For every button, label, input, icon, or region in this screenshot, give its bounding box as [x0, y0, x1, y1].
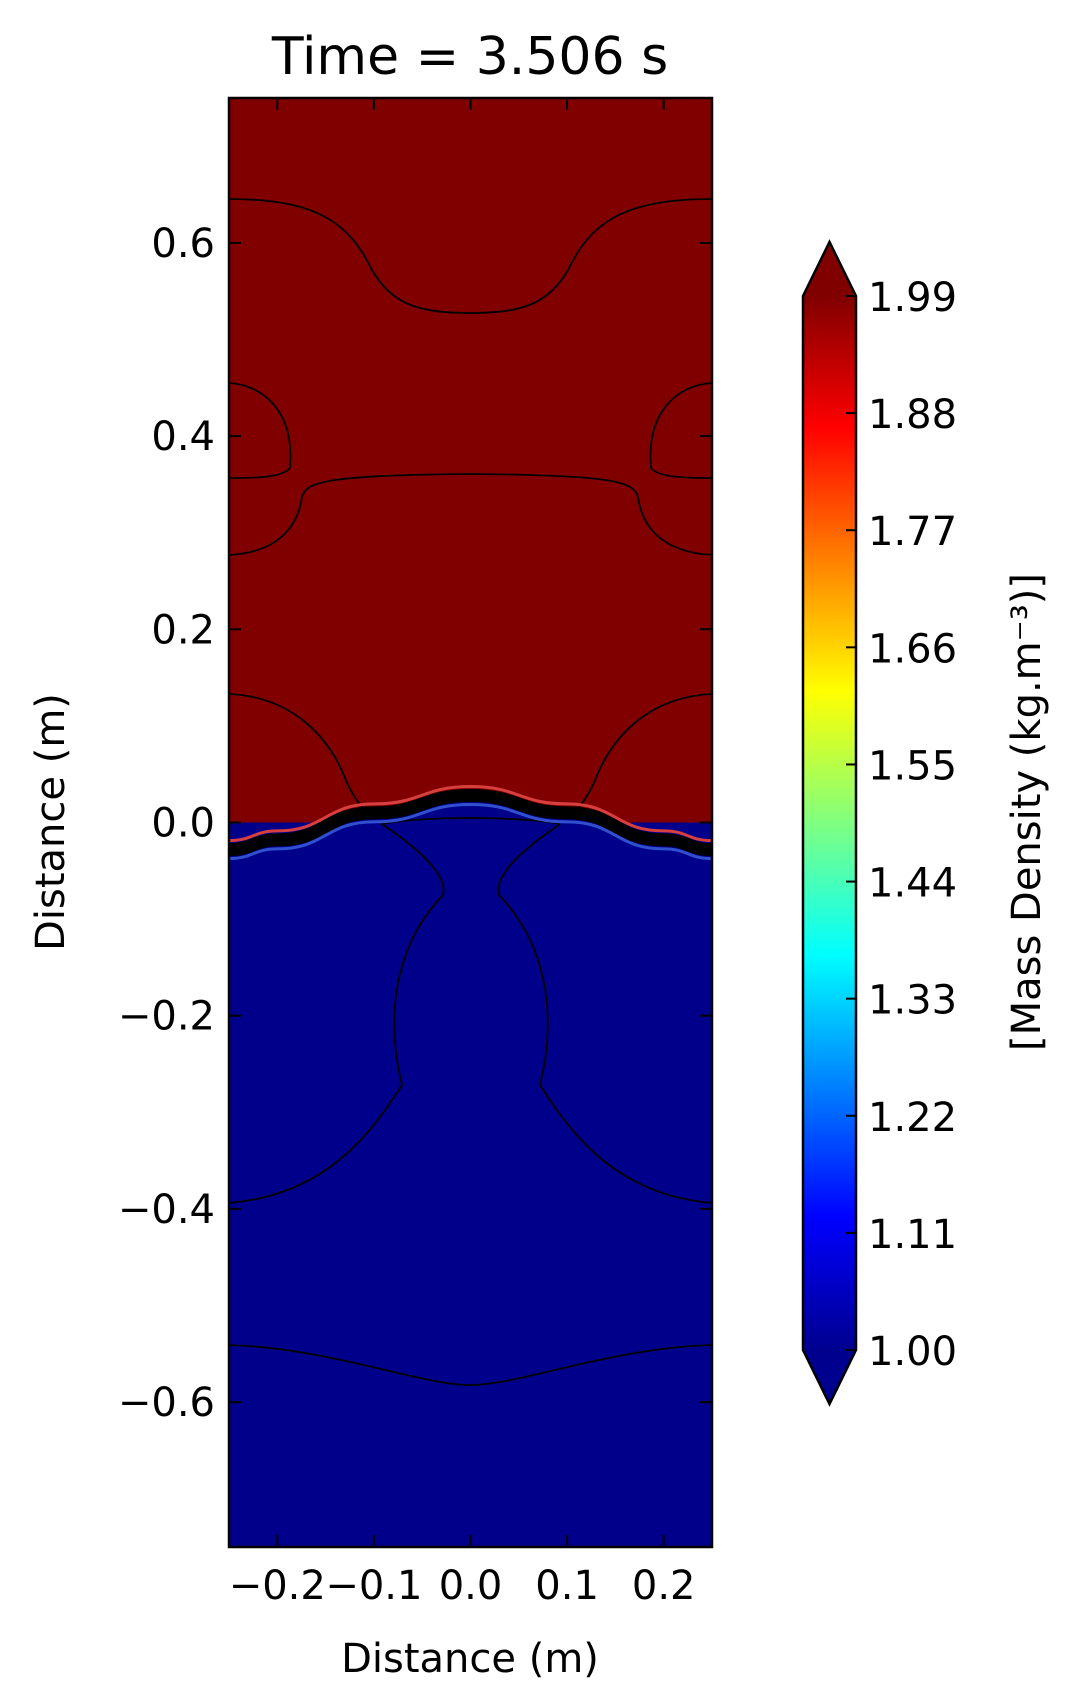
x-tick-label: −0.1	[325, 1563, 422, 1609]
y-tick-label: 0.2	[151, 607, 215, 653]
colorbar-tick-label: 1.88	[868, 392, 957, 438]
x-tick-label: −0.2	[229, 1563, 326, 1609]
colorbar-max-extension	[803, 242, 856, 296]
y-tick-label: −0.2	[118, 994, 215, 1040]
colorbar-scale	[803, 296, 856, 1350]
y-tick-label: −0.4	[118, 1187, 215, 1233]
colorbar-min-extension	[803, 1350, 856, 1404]
colorbar-tick-label: 1.55	[868, 743, 957, 789]
interface-line	[229, 788, 712, 857]
y-tick-label: 0.4	[151, 414, 215, 460]
colorbar-tick-label: 1.00	[868, 1329, 957, 1375]
interface-upper-edge	[229, 784, 712, 843]
interface-lower-edge	[229, 802, 712, 861]
x-tick-label: 0.0	[439, 1563, 503, 1609]
y-axis-label: Distance (m)	[28, 693, 74, 951]
colorbar-tick-label: 1.44	[868, 861, 957, 907]
x-axis: −0.2 −0.1 0.0 0.1 0.2	[229, 98, 696, 1609]
contour-lines	[229, 198, 712, 1386]
chart-title: Time = 3.506 s	[271, 27, 668, 87]
x-tick-label: 0.2	[632, 1563, 696, 1609]
colorbar-tick-label: 1.33	[868, 978, 957, 1024]
colorbar-ticks: 1.99 1.88 1.77 1.66 1.55 1.44 1.33 1.22 1.11 1.00	[846, 275, 957, 1375]
colorbar-label: [Mass Density (kg.m⁻³)]	[1004, 573, 1050, 1051]
y-tick-label: 0.0	[151, 801, 215, 847]
lower-fluid-region	[229, 822, 712, 1547]
y-tick-label: 0.6	[151, 221, 215, 267]
density-field	[229, 98, 712, 1547]
colorbar: 1.99 1.88 1.77 1.66 1.55 1.44 1.33 1.22 1.11 1.00	[801, 239, 957, 1407]
x-tick-label: 0.1	[535, 1563, 599, 1609]
y-tick-label: −0.6	[118, 1380, 215, 1426]
colorbar-tick-label: 1.66	[868, 626, 957, 672]
colorbar-tick-label: 1.22	[868, 1095, 957, 1141]
y-axis: 0.6 0.4 0.2 0.0 −0.2 −0.4 −0.6	[118, 221, 712, 1426]
x-axis-label: Distance (m)	[341, 1636, 599, 1682]
colorbar-tick-label: 1.11	[868, 1212, 957, 1258]
upper-fluid-region	[229, 98, 712, 823]
colorbar-tick-label: 1.77	[868, 509, 957, 555]
colorbar-tick-label: 1.99	[868, 275, 957, 321]
